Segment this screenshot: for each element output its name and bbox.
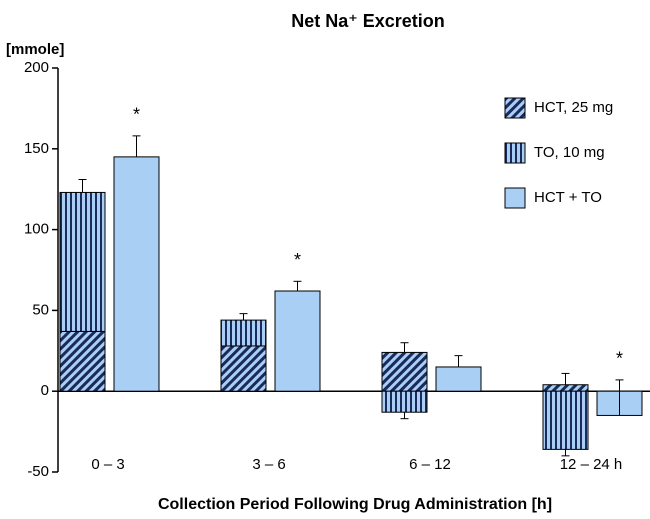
legend-label: HCT, 25 mg [534, 99, 613, 116]
bar [220, 345, 267, 392]
legend-label: TO, 10 mg [534, 144, 605, 161]
x-tick-label: 0 – 3 [91, 456, 124, 473]
y-tick-label: -50 [27, 463, 49, 480]
y-tick-label: 0 [41, 382, 49, 399]
bar [542, 390, 589, 450]
y-tick-label: 50 [32, 301, 49, 318]
bar [59, 330, 106, 392]
y-tick-label: 100 [24, 221, 49, 238]
bar [435, 366, 482, 392]
significance-mark: * [294, 250, 301, 270]
bar [381, 390, 428, 413]
bar [274, 290, 321, 392]
x-tick-label: 3 – 6 [252, 456, 285, 473]
x-tick-label: 12 – 24 h [560, 456, 623, 473]
significance-mark: * [133, 105, 140, 125]
y-tick-label: 200 [24, 59, 49, 76]
legend-label: HCT + TO [534, 189, 602, 206]
legend-swatch [504, 97, 526, 119]
bar [220, 319, 267, 347]
y-axis-label: [mmole] [6, 41, 64, 58]
bar [59, 191, 106, 332]
y-tick-label: 150 [24, 140, 49, 157]
x-tick-label: 6 – 12 [409, 456, 451, 473]
bar [381, 351, 428, 392]
bar [542, 384, 589, 392]
significance-mark: * [616, 349, 623, 369]
bar [113, 156, 160, 392]
legend-swatch [504, 187, 526, 209]
x-axis-label: Collection Period Following Drug Adminis… [158, 496, 552, 513]
chart-title: Net Na⁺ Excretion [291, 11, 445, 31]
legend-swatch [504, 142, 526, 164]
